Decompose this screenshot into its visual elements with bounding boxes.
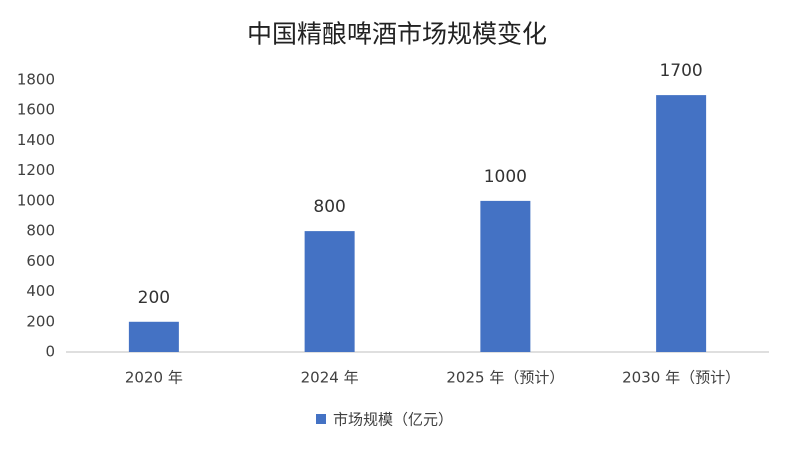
y-tick-label: 1400 bbox=[17, 131, 55, 149]
data-label: 1000 bbox=[484, 167, 527, 187]
x-tick-label: 2030 年（预计） bbox=[622, 369, 740, 387]
y-tick-label: 1800 bbox=[17, 71, 55, 89]
chart-title: 中国精酿啤酒市场规模变化 bbox=[247, 20, 547, 49]
bar bbox=[128, 321, 179, 352]
y-tick-label: 800 bbox=[26, 222, 55, 240]
x-tick-label: 2020 年 bbox=[125, 369, 183, 387]
data-label: 1700 bbox=[659, 61, 702, 81]
y-tick-label: 200 bbox=[26, 312, 55, 330]
y-tick-label: 1200 bbox=[17, 161, 55, 179]
y-tick-label: 0 bbox=[45, 343, 55, 361]
data-label: 800 bbox=[313, 197, 345, 217]
y-tick-label: 1000 bbox=[17, 191, 55, 209]
x-tick-label: 2024 年 bbox=[301, 369, 359, 387]
bar bbox=[656, 95, 707, 352]
y-tick-label: 1600 bbox=[17, 101, 55, 119]
legend-label: 市场规模（亿元） bbox=[333, 411, 453, 429]
bar bbox=[304, 231, 355, 352]
y-tick-label: 400 bbox=[26, 282, 55, 300]
y-tick-label: 600 bbox=[26, 252, 55, 270]
bar bbox=[480, 200, 531, 352]
data-label: 200 bbox=[138, 288, 170, 308]
legend-swatch bbox=[316, 414, 326, 424]
x-tick-label: 2025 年（预计） bbox=[446, 369, 564, 387]
